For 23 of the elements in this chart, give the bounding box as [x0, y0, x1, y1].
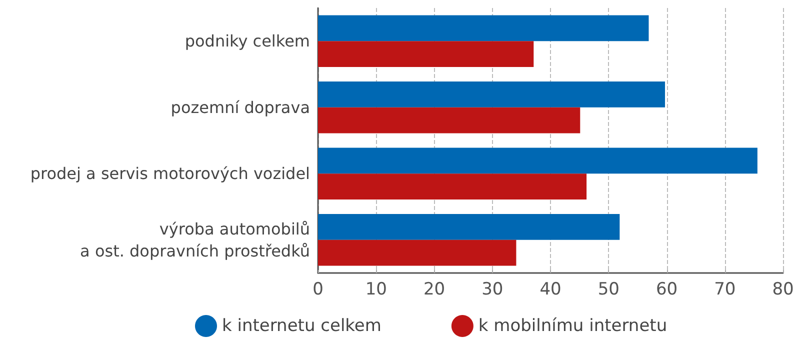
x-tick-label: 40	[540, 280, 562, 300]
legend-label: k internetu celkem	[222, 316, 382, 336]
y-tick-label: podniky celkem	[184, 32, 310, 51]
legend-label: k mobilnímu internetu	[478, 316, 668, 336]
bar	[318, 174, 587, 200]
y-tick-label: pozemní doprava	[170, 98, 310, 117]
bar	[318, 82, 666, 108]
x-tick-label: 30	[482, 280, 504, 300]
x-tick-label: 70	[714, 280, 736, 300]
bar	[318, 148, 758, 174]
bar	[318, 41, 534, 67]
x-tick-label: 0	[312, 280, 324, 300]
x-tick-label: 50	[598, 280, 620, 300]
bar	[318, 214, 620, 240]
bar	[318, 107, 580, 134]
y-tick-label: prodej a servis motorových vozidel	[30, 164, 310, 184]
x-tick-label: 60	[656, 280, 678, 300]
x-tick-label: 20	[423, 280, 446, 300]
x-tick-label: 10	[365, 280, 387, 300]
x-tick-label: 80	[772, 280, 794, 300]
bar	[318, 240, 516, 266]
bar	[318, 15, 649, 42]
y-tick-label: výroba automobilů a ost. dopravních prostředků	[80, 219, 310, 260]
